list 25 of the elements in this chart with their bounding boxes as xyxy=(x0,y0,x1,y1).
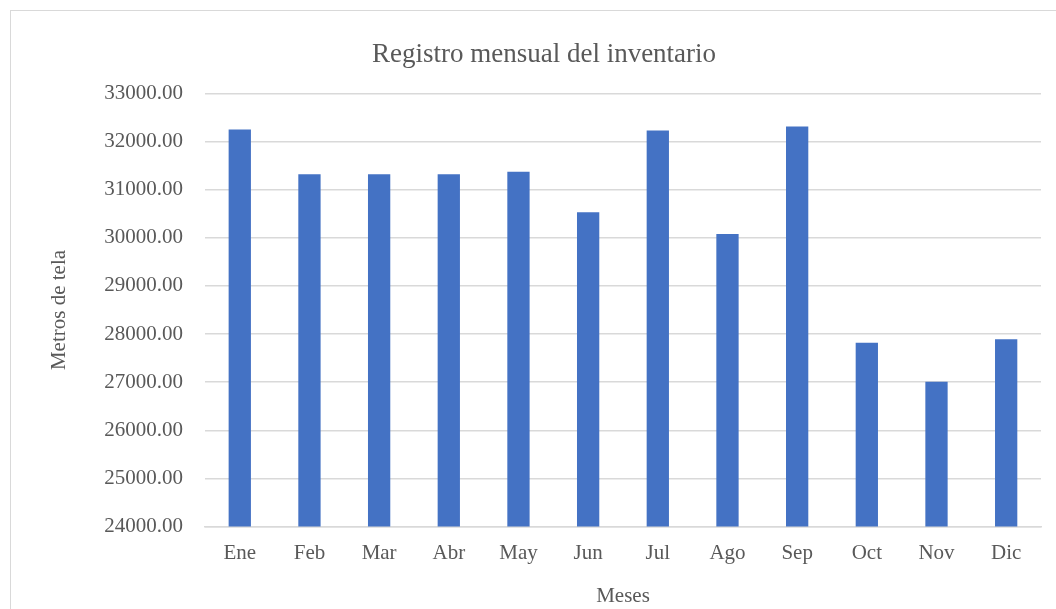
x-tick-label: Jul xyxy=(645,539,671,564)
y-tick-label: 25000.00 xyxy=(104,464,183,489)
x-tick-label: Abr xyxy=(432,539,466,564)
x-tick-label: Feb xyxy=(293,539,326,564)
x-axis-title: Meses xyxy=(596,582,650,607)
y-tick-label: 27000.00 xyxy=(104,368,183,393)
y-tick-label: 33000.00 xyxy=(104,79,183,104)
x-tick-label: Jun xyxy=(573,539,604,564)
y-tick-label: 32000.00 xyxy=(104,128,183,153)
y-tick-label: 26000.00 xyxy=(104,416,183,441)
x-tick-label: Mar xyxy=(361,539,397,564)
x-tick-label: Dic xyxy=(991,539,1022,564)
x-tick-label: Ago xyxy=(709,539,746,564)
x-tick-label: Sep xyxy=(781,539,813,564)
y-tick-label: 30000.00 xyxy=(104,224,183,249)
y-tick-label: 28000.00 xyxy=(104,320,183,345)
x-tick-label: Nov xyxy=(918,539,956,564)
y-tick-label: 24000.00 xyxy=(104,513,183,538)
chart-title: Registro mensual del inventario xyxy=(371,38,717,69)
y-axis-title: Metros de tela xyxy=(46,249,71,371)
x-tick-label: Ene xyxy=(223,539,257,564)
y-tick-label: 29000.00 xyxy=(104,272,183,297)
y-tick-label: 31000.00 xyxy=(104,176,183,201)
x-tick-label: May xyxy=(499,539,539,564)
x-tick-label: Oct xyxy=(851,539,883,564)
